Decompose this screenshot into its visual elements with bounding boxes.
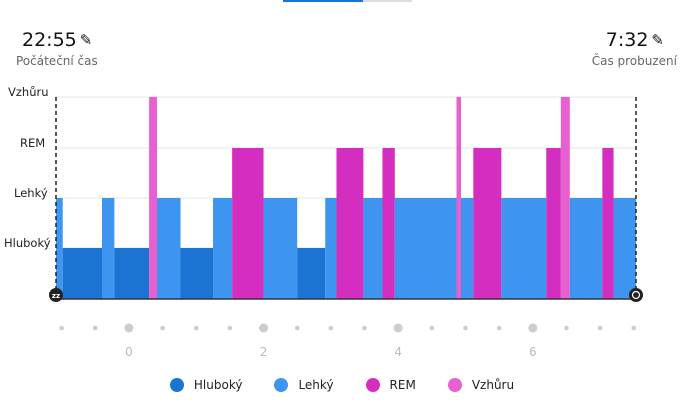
half-hour-dot: [429, 325, 435, 331]
segment-Hluboký: [297, 248, 326, 299]
tab-indicator-active: [283, 0, 363, 2]
half-hour-dot: [362, 325, 367, 331]
y-tick-label: Vzhůru: [8, 85, 49, 99]
segment-Lehký: [501, 198, 547, 299]
legend-item[interactable]: Hluboký: [169, 378, 243, 392]
start-time-value: 22:55: [22, 29, 77, 51]
legend-label: REM: [389, 378, 416, 392]
hour-dot: [124, 323, 134, 333]
x-tick-label: 0: [125, 345, 133, 359]
half-hour-dot: [160, 325, 165, 331]
segment-Lehký: [213, 198, 233, 299]
segment-REM: [602, 148, 614, 299]
half-hour-dot: [631, 325, 637, 331]
segment-Lehký: [325, 198, 337, 299]
end-time[interactable]: 7:32 ✎: [606, 29, 664, 51]
legend-label: Hluboký: [193, 378, 243, 392]
half-hour-dot: [294, 325, 300, 331]
sleep-icon-glyph: zz: [52, 292, 60, 300]
legend-item[interactable]: REM: [365, 378, 416, 392]
segment-REM: [382, 148, 395, 299]
pencil-icon[interactable]: ✎: [79, 31, 93, 49]
x-tick-label: 6: [529, 345, 537, 359]
segment-REM: [336, 148, 364, 299]
legend-dot: [169, 378, 184, 392]
segment-Hluboký: [180, 248, 214, 299]
segment-Lehký: [263, 198, 298, 299]
segment-Hluboký: [114, 248, 150, 299]
half-hour-dot: [564, 325, 569, 331]
x-tick-label: 2: [260, 345, 268, 359]
segment-REM: [232, 148, 264, 299]
segment-Lehký: [569, 198, 603, 299]
half-hour-dot: [227, 325, 233, 331]
segment-Vzhůru: [560, 97, 570, 299]
legend-dot: [365, 378, 380, 392]
pencil-icon[interactable]: ✎: [651, 31, 664, 49]
legend-dot: [447, 378, 462, 392]
end-time-value: 7:32: [605, 29, 649, 51]
y-tick-label: Hluboký: [4, 236, 51, 250]
alarm-icon: [629, 288, 643, 302]
half-hour-dot: [463, 325, 468, 331]
half-hour-dot: [597, 325, 603, 331]
y-tick-label: Lehký: [14, 186, 48, 200]
legend-dot: [274, 378, 289, 392]
half-hour-dot: [193, 325, 199, 331]
hour-dot: [528, 323, 538, 333]
x-tick-label: 4: [394, 345, 402, 359]
segment-Vzhůru: [149, 97, 157, 299]
end-time-label: Čas probuzení: [591, 54, 677, 68]
segment-Lehký: [101, 198, 115, 299]
segment-Lehký: [460, 198, 474, 299]
half-hour-dot: [59, 325, 64, 331]
hypnogram-chart: Hluboký Lehký REM Vzhůru zz 0 2 4 6: [4, 85, 643, 359]
sleep-icon: [49, 288, 63, 302]
segment-REM: [546, 148, 561, 299]
segment-Lehký: [363, 198, 383, 299]
alarm-icon-face: [631, 290, 641, 300]
start-time[interactable]: 22:55 ✎: [22, 29, 92, 51]
legend-item[interactable]: Vzhůru: [447, 378, 515, 392]
legend: Hluboký Lehký REM Vzhůru: [0, 378, 684, 392]
start-time-label: Počáteční čas: [16, 54, 98, 68]
segment-Hluboký: [62, 248, 102, 299]
y-tick-label: REM: [20, 136, 45, 150]
segment-REM: [473, 148, 502, 299]
hour-dot: [393, 323, 403, 333]
half-hour-dot: [92, 325, 98, 331]
segment-Lehký: [56, 198, 63, 299]
half-hour-dot: [328, 325, 334, 331]
hour-dot: [259, 323, 269, 333]
legend-label: Lehký: [298, 378, 334, 392]
tab-indicator[interactable]: [283, 0, 412, 2]
half-hour-dot: [496, 325, 502, 331]
segment-Vzhůru: [456, 97, 461, 299]
segment-Lehký: [394, 198, 457, 299]
segment-Lehký: [156, 198, 181, 299]
legend-label: Vzhůru: [471, 378, 515, 392]
legend-item[interactable]: Lehký: [274, 378, 334, 392]
segment-Lehký: [613, 198, 636, 299]
